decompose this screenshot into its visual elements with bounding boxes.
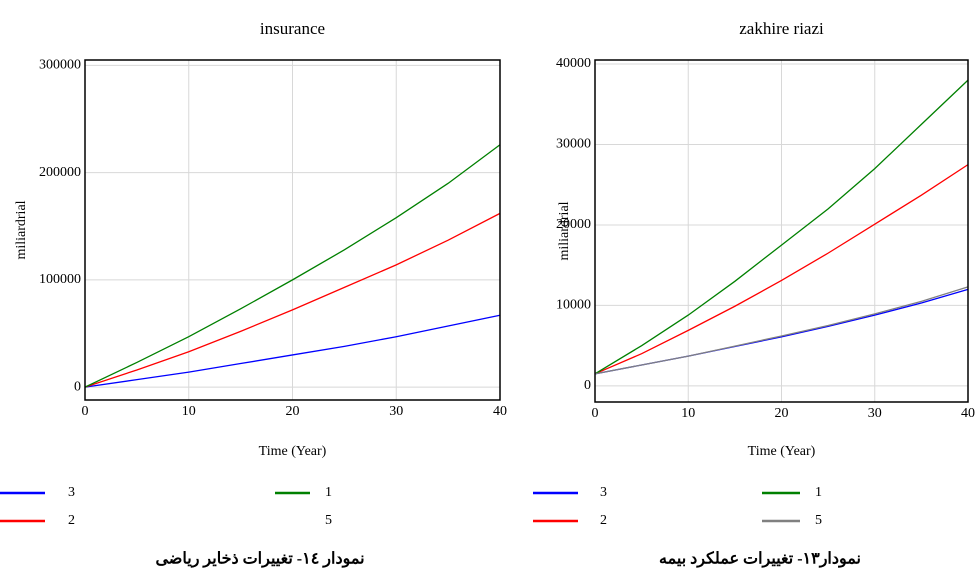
y-tick-label: 0 — [74, 379, 81, 394]
series-line — [594, 286, 969, 375]
legend-label: 1 — [815, 485, 822, 500]
legend-label: 1 — [325, 485, 332, 500]
legend-label: 5 — [325, 513, 332, 528]
x-tick-label: 30 — [868, 406, 882, 421]
y-tick-label: 100000 — [39, 272, 81, 287]
x-tick-label: 30 — [389, 404, 403, 419]
legend-label: 2 — [68, 513, 75, 528]
legend-label: 3 — [600, 485, 607, 500]
x-tick-label: 0 — [592, 406, 599, 421]
y-axis-label: miliardrial — [557, 201, 572, 260]
x-tick-label: 10 — [182, 404, 196, 419]
y-tick-label: 10000 — [556, 298, 591, 313]
series-line — [594, 164, 969, 375]
x-tick-label: 0 — [82, 404, 89, 419]
x-tick-label: 20 — [286, 404, 300, 419]
series-line — [594, 79, 969, 375]
x-axis-label: Time (Year) — [259, 444, 327, 459]
y-tick-label: 300000 — [39, 58, 81, 73]
x-axis-label: Time (Year) — [748, 444, 816, 459]
y-tick-label: 20000 — [556, 217, 591, 232]
y-axis-label: miliardrial — [14, 200, 29, 259]
x-tick-label: 40 — [493, 404, 507, 419]
y-tick-label: 200000 — [39, 165, 81, 180]
y-tick-label: 30000 — [556, 137, 591, 152]
legend-label: 3 — [68, 485, 75, 500]
series-line — [84, 144, 501, 388]
plot-frame — [594, 59, 969, 403]
x-tick-label: 40 — [961, 406, 975, 421]
y-tick-label: 0 — [584, 378, 591, 393]
y-tick-label: 40000 — [556, 56, 591, 71]
caption: نمودار١٣- تغییرات عملکرد بیمه — [659, 551, 861, 569]
chart-title: zakhire riazi — [739, 19, 824, 38]
legend-label: 5 — [815, 513, 822, 528]
series-line — [84, 212, 501, 388]
x-tick-label: 20 — [775, 406, 789, 421]
legend-label: 2 — [600, 513, 607, 528]
x-tick-label: 10 — [681, 406, 695, 421]
chart-title: insurance — [260, 19, 325, 38]
plot-frame — [84, 59, 501, 401]
series-line — [84, 314, 501, 388]
caption: نمودار ١٤- تغییرات ذخایر ریاضی — [155, 551, 364, 569]
